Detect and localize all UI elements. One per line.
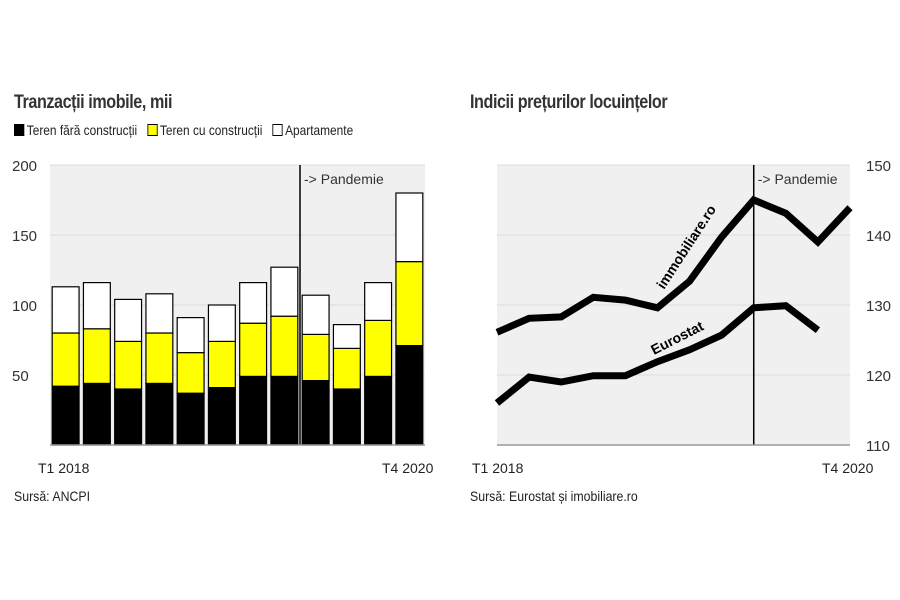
left-chart-title: Tranzacții imobile, mii <box>14 92 173 113</box>
bar-segment <box>51 332 80 387</box>
y-tick-label: 150 <box>866 158 891 175</box>
left-source: Sursă: ANCPI <box>14 488 91 504</box>
y-tick-label: 120 <box>866 368 891 385</box>
bar-segment <box>364 375 393 446</box>
legend-label: Teren fără construcții <box>26 122 138 138</box>
bar-segment <box>145 382 174 446</box>
bar-segment <box>332 388 361 446</box>
legend-label: Apartamente <box>285 122 354 138</box>
y-tick-label: 130 <box>866 298 891 315</box>
bar-segment <box>207 304 236 343</box>
bar-segment <box>395 261 424 347</box>
left-legend: Teren fără construcții Teren cu construc… <box>14 122 353 138</box>
left-chart: 50 100 150 200 -> Pandemie T1 2018 T4 2020 <box>12 158 434 476</box>
bar-segment <box>364 319 393 377</box>
bar-segment <box>82 382 111 446</box>
y-tick-label: 100 <box>12 298 37 315</box>
series-line-immobiliarero <box>495 195 853 336</box>
bar-segment <box>332 347 361 390</box>
bar-segment <box>207 340 236 389</box>
bar-segment <box>82 282 111 330</box>
y-tick-label: 50 <box>12 368 29 385</box>
bar-segment <box>176 352 205 394</box>
y-tick-label: 140 <box>866 228 891 245</box>
y-tick-label: 150 <box>12 228 37 245</box>
bar-segment <box>239 322 268 378</box>
bar-segment <box>82 328 111 384</box>
legend-swatch-black <box>14 124 25 136</box>
bar-segment <box>395 345 424 446</box>
bar-segment <box>301 333 330 382</box>
bar-segment <box>114 388 143 446</box>
x-tick-label: T4 2020 <box>382 460 434 476</box>
right-chart-title: Indicii prețurilor locuințelor <box>470 92 668 113</box>
x-tick-label: T1 2018 <box>472 460 524 476</box>
bar-segment <box>301 380 330 446</box>
bar-segment <box>364 282 393 322</box>
bar-segment <box>239 375 268 446</box>
right-source: Sursă: Eurostat și imobiliare.ro <box>470 488 638 504</box>
legend-swatch-white <box>272 124 283 136</box>
legend-swatch-yellow <box>147 124 158 136</box>
bar-segment <box>207 387 236 446</box>
bar-segment <box>176 392 205 446</box>
bar-segment <box>176 317 205 354</box>
x-tick-label: T1 2018 <box>38 460 90 476</box>
bar-segment <box>114 298 143 342</box>
y-tick-label: 110 <box>866 438 890 455</box>
bar-segment <box>51 286 80 334</box>
bar-segment <box>239 282 268 324</box>
bar-segment <box>270 266 299 317</box>
bar-segment <box>270 315 299 378</box>
bar-segment <box>301 294 330 336</box>
bar-segment <box>145 293 174 334</box>
bar-segment <box>332 324 361 350</box>
legend-label: Teren cu construcții <box>159 122 263 138</box>
bar-segment <box>145 332 174 385</box>
annotation-label: -> Pandemie <box>304 171 384 187</box>
bar-segment <box>51 385 80 446</box>
series-line-Eurostat <box>494 302 821 406</box>
bar-segment <box>395 192 424 263</box>
annotation-label: -> Pandemie <box>758 171 838 187</box>
x-tick-label: T4 2020 <box>822 460 874 476</box>
y-tick-label: 200 <box>12 158 37 175</box>
bar-segment <box>114 340 143 390</box>
bar-segment <box>270 375 299 446</box>
